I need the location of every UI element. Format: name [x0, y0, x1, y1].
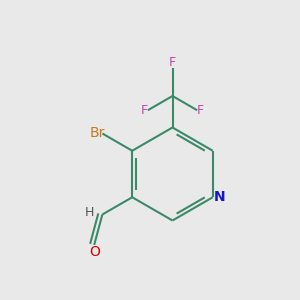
Text: N: N	[214, 190, 225, 204]
Text: F: F	[141, 104, 148, 117]
Text: O: O	[89, 244, 100, 259]
Text: H: H	[85, 206, 94, 220]
Text: Br: Br	[89, 126, 105, 140]
Text: F: F	[169, 56, 176, 69]
Text: F: F	[197, 104, 204, 117]
